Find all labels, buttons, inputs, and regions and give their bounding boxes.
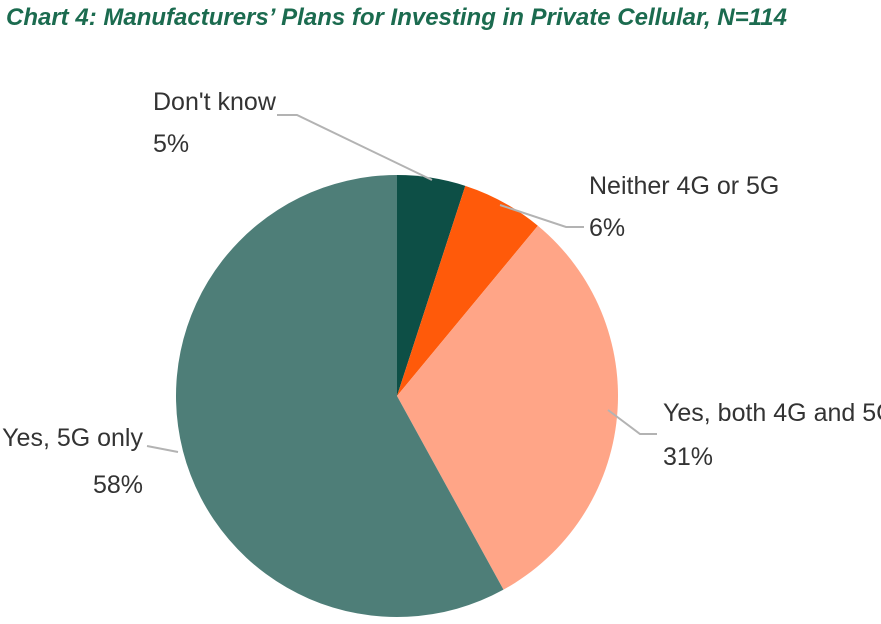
pie-slices <box>176 175 618 617</box>
slice-label-name-2: Neither 4G or 5G <box>589 172 779 200</box>
chart-title: Chart 4: Manufacturers’ Plans for Invest… <box>6 4 787 31</box>
pie-slice-4 <box>176 175 504 617</box>
leader-lines <box>146 114 657 453</box>
leader-line-3 <box>607 409 657 435</box>
leader-line-4 <box>146 445 179 453</box>
slice-label-name-3: Yes, both 4G and 5G <box>663 399 881 427</box>
pie-slice-3 <box>397 225 618 590</box>
slice-label-value-4: 58% <box>93 471 143 499</box>
slice-label-name-4: Yes, 5G only <box>2 424 143 452</box>
pie-slice-1 <box>397 175 466 396</box>
slice-label-value-1: 5% <box>153 130 189 158</box>
leader-line-1 <box>277 114 433 181</box>
leader-line-2 <box>499 204 584 228</box>
slice-labels: Don't know 5% Neither 4G or 5G 6% Yes, both … <box>2 88 881 499</box>
slice-label-name-1: Don't know <box>153 88 277 116</box>
slice-label-value-2: 6% <box>589 214 625 242</box>
slice-label-value-3: 31% <box>663 443 713 471</box>
pie-slice-2 <box>397 185 538 396</box>
